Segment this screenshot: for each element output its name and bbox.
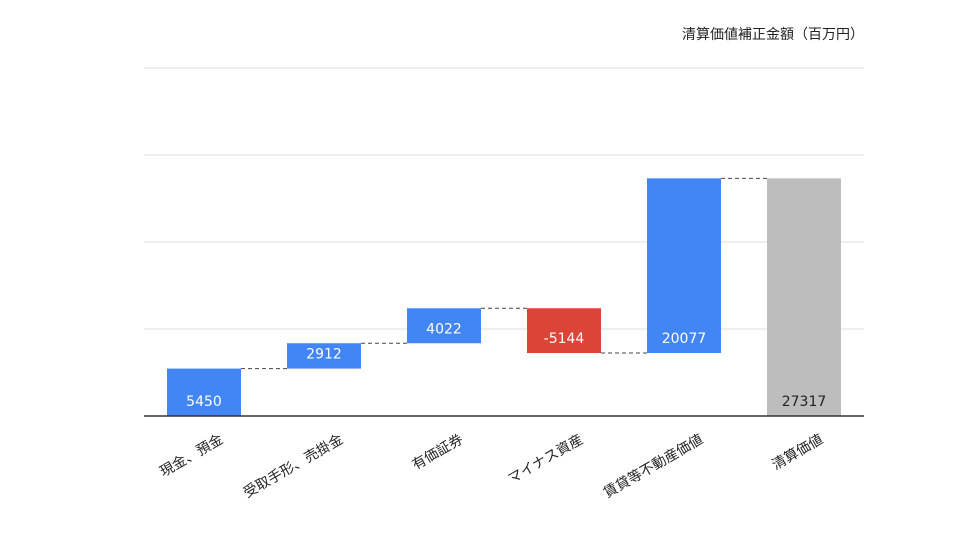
category-label: 賃貸等不動産価値 xyxy=(601,431,706,502)
bar-value-label: 27317 xyxy=(782,394,827,410)
category-label: 有価証券 xyxy=(410,432,466,474)
category-labels: 現金、預金 受取手形、売掛金 有価証券 マイナス資産 賃貸等不動産価値 清算価値 xyxy=(157,431,826,502)
bar xyxy=(647,178,721,354)
bar xyxy=(287,343,361,369)
bar-value-labels: 5450 2912 4022 -5144 20077 27317 xyxy=(186,321,826,410)
bar-value-label: 20077 xyxy=(662,331,707,347)
bar xyxy=(767,178,841,416)
bar-value-label: 5450 xyxy=(186,394,222,410)
category-label: 受取手形、売掛金 xyxy=(241,432,346,502)
bar xyxy=(527,308,601,354)
bars xyxy=(167,178,841,416)
bar xyxy=(407,308,481,344)
bar xyxy=(167,368,241,416)
bar-value-label: 4022 xyxy=(426,321,462,337)
unit-label: 清算価値補正金額（百万円） xyxy=(682,27,864,43)
gridlines xyxy=(144,67,864,330)
category-label: マイナス資産 xyxy=(505,432,586,488)
bar-value-label: 2912 xyxy=(306,347,342,363)
connectors xyxy=(241,177,767,370)
category-label: 現金、預金 xyxy=(157,432,226,481)
category-label: 清算価値 xyxy=(770,432,826,474)
bar-value-label: -5144 xyxy=(544,331,585,347)
